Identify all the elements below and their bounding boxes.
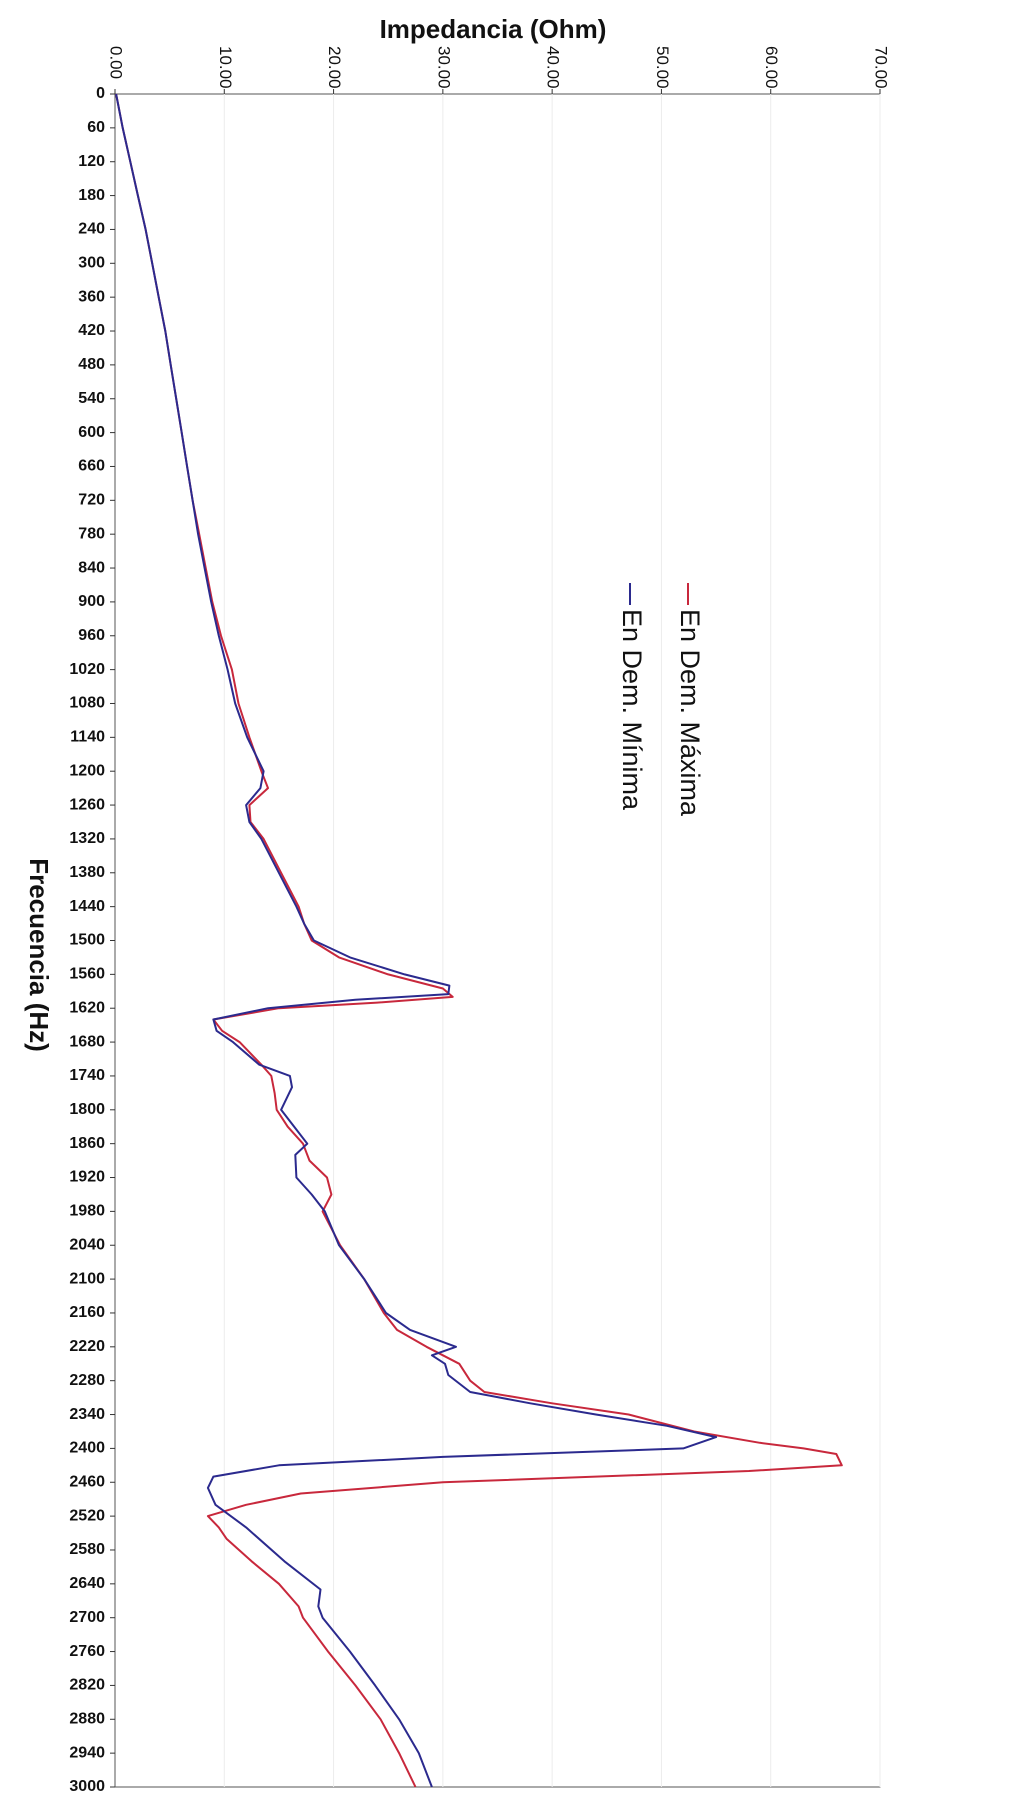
impedance-tick-labels: 0.00 10.00 20.00 30.00 40.00 50.00 60.00 70.00: [107, 46, 891, 94]
frequency-tick-label: 2220: [69, 1338, 105, 1355]
frequency-tick-label: 2280: [69, 1372, 105, 1389]
impedance-tick-label: 50.00: [653, 46, 672, 89]
frequency-tick-label: 2640: [69, 1575, 105, 1592]
frequency-tick-label: 2160: [69, 1304, 105, 1321]
frequency-tick-label: 1140: [70, 729, 105, 746]
frequency-tick-label: 540: [78, 390, 105, 407]
frequency-tick-label: 2460: [69, 1473, 105, 1490]
y-axis-title-text: Impedancia (Ohm): [380, 14, 607, 44]
impedance-tick-label: 30.00: [434, 46, 453, 89]
frequency-tick-label: 1080: [69, 695, 105, 712]
frequency-tick-label: 1860: [69, 1135, 105, 1152]
impedance-tick-label: 10.00: [216, 46, 235, 89]
frequency-tick-label: 2880: [69, 1710, 105, 1727]
plot-area: [114, 93, 881, 1788]
frequency-tick-labels: 0 60 120 180 240 300 360 420 480 540 600 660 720 780 8…: [69, 85, 115, 1795]
frequency-tick-label: 3000: [69, 1778, 105, 1795]
frequency-tick-label: 840: [78, 559, 105, 576]
frequency-tick-label: 240: [78, 221, 105, 238]
impedance-tick-label: 60.00: [762, 46, 781, 89]
frequency-tick-label: 2100: [69, 1270, 105, 1287]
frequency-tick-label: 0: [96, 85, 105, 102]
legend-label: En Dem. Mínima: [617, 609, 647, 811]
frequency-tick-label: 660: [78, 458, 105, 475]
frequency-tick-label: 600: [78, 424, 105, 441]
frequency-tick-label: 1260: [69, 796, 105, 813]
frequency-tick-label: 2520: [69, 1507, 105, 1524]
frequency-tick-label: 1740: [69, 1067, 105, 1084]
frequency-tick-label: 780: [78, 525, 105, 542]
legend-label: En Dem. Máxima: [675, 609, 705, 817]
legend: En Dem. Máxima En Dem. Mínima: [617, 583, 705, 817]
frequency-tick-label: 2940: [69, 1744, 105, 1761]
impedance-tick-label: 70.00: [872, 46, 891, 89]
frequency-tick-label: 2760: [69, 1643, 105, 1660]
impedance-tick-label: 0.00: [107, 46, 126, 79]
frequency-tick-label: 2340: [69, 1406, 105, 1423]
frequency-tick-label: 1500: [69, 932, 105, 949]
frequency-tick-label: 1020: [69, 661, 105, 678]
frequency-tick-label: 480: [78, 356, 105, 373]
x-axis-title: Frecuencia (Hz): [24, 858, 54, 1052]
frequency-tick-label: 960: [78, 627, 105, 644]
series-lines: [115, 93, 843, 1788]
frequency-tick-label: 120: [78, 153, 105, 170]
frequency-tick-label: 1320: [69, 830, 105, 847]
y-axis-title: Impedancia (Ohm): [380, 14, 607, 44]
impedance-tick-label: 20.00: [325, 46, 344, 89]
frequency-tick-label: 1800: [69, 1101, 105, 1118]
x-axis-title-text: Frecuencia (Hz): [24, 858, 54, 1052]
frequency-tick-label: 2820: [69, 1677, 105, 1694]
frequency-tick-label: 360: [78, 288, 105, 305]
frequency-tick-label: 1620: [69, 999, 105, 1016]
frequency-tick-label: 2700: [69, 1609, 105, 1626]
frequency-tick-label: 1380: [69, 864, 105, 881]
series-line-minima: [115, 93, 718, 1788]
frequency-tick-label: 180: [78, 187, 105, 204]
frequency-tick-label: 1920: [69, 1169, 105, 1186]
frequency-tick-label: 60: [87, 119, 105, 136]
frequency-tick-label: 1440: [69, 898, 105, 915]
frequency-tick-label: 900: [78, 593, 105, 610]
gridlines: [223, 94, 881, 1787]
frequency-tick-label: 2400: [69, 1440, 105, 1457]
frequency-tick-label: 420: [78, 322, 105, 339]
frequency-tick-label: 1980: [69, 1203, 105, 1220]
frequency-tick-label: 300: [78, 255, 105, 272]
frequency-tick-label: 2580: [69, 1541, 105, 1558]
frequency-tick-label: 2040: [69, 1236, 105, 1253]
frequency-tick-label: 720: [78, 492, 105, 509]
impedance-tick-label: 40.00: [544, 46, 563, 89]
frequency-tick-label: 1200: [69, 762, 105, 779]
frequency-tick-label: 1680: [69, 1033, 105, 1050]
series-line-maxima: [115, 93, 843, 1788]
frequency-tick-label: 1560: [69, 966, 105, 983]
